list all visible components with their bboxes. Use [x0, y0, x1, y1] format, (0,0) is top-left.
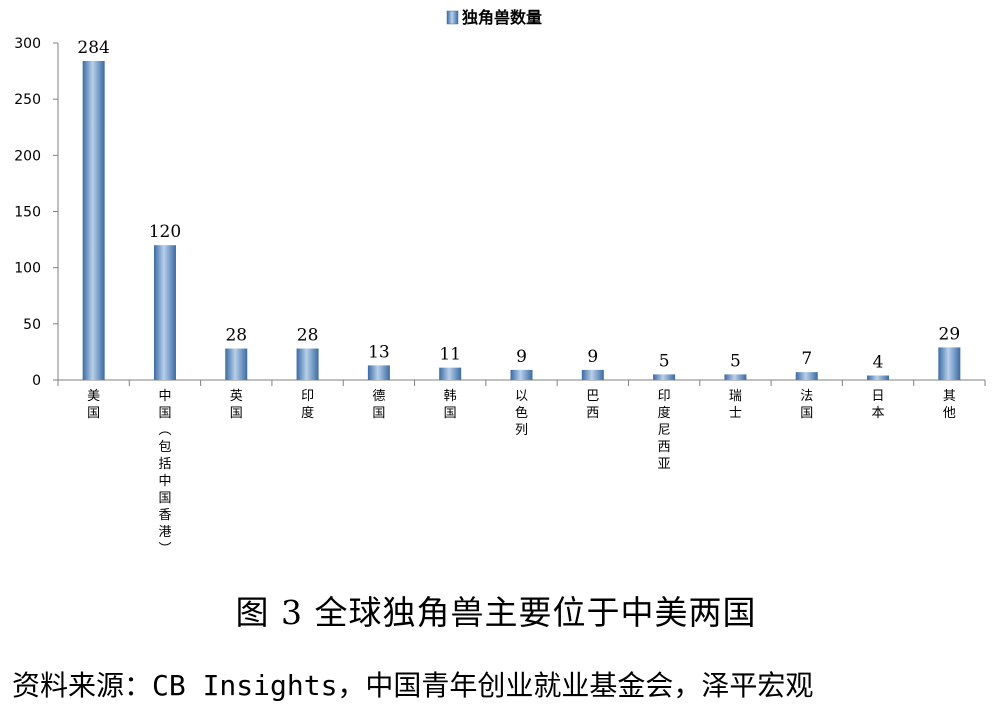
y-tick-label: 100 [14, 261, 41, 277]
figure-caption: 图 3 全球独角兽主要位于中美两国 [235, 593, 757, 632]
source-note: 资料来源：CB Insights，中国青年创业就业基金会，泽平宏观 [12, 669, 814, 702]
data-label: 9 [587, 347, 598, 367]
category-label: 英国 [230, 389, 243, 421]
data-label: 9 [516, 347, 527, 367]
y-tick-label: 300 [14, 36, 41, 52]
chart-bars: 284 120 28 28 13 11 9 9 5 5 7 4 29 [77, 38, 961, 381]
bar [82, 60, 105, 381]
category-label: 印度 [301, 389, 314, 421]
category-label: 德国 [372, 389, 385, 421]
category-label: 其他 [943, 389, 956, 421]
data-label: 5 [730, 351, 741, 371]
bar-chart: 独角兽数量 0 50 100 150 200 250 300 美国 中国︵包括中国香港︶ 英国 印度… [14, 8, 986, 557]
category-label: 中国︵包括中国香港︶ [158, 389, 171, 557]
bar [296, 348, 319, 380]
data-label: 284 [77, 38, 109, 58]
data-label: 28 [225, 326, 247, 346]
y-tick-label: 150 [14, 205, 41, 221]
y-tick-label: 50 [23, 317, 41, 333]
category-label: 日本 [872, 389, 885, 421]
bar [724, 374, 747, 380]
chart-axes: 0 50 100 150 200 250 300 美国 中国︵包括中国香港︶ 英国 印度 德国 韩国 以色… [14, 36, 986, 557]
bar [653, 374, 676, 380]
data-label: 28 [297, 326, 319, 346]
bar [938, 347, 961, 380]
chart-legend: 独角兽数量 [446, 8, 542, 27]
data-label: 11 [439, 345, 461, 365]
data-label: 13 [368, 342, 390, 362]
bar [510, 369, 533, 380]
legend-swatch [446, 10, 459, 25]
y-tick-label: 200 [14, 148, 41, 164]
category-label: 瑞士 [729, 389, 742, 421]
data-label: 7 [801, 349, 812, 369]
category-label: 美国 [87, 389, 100, 421]
data-label: 29 [939, 324, 961, 344]
bar [795, 372, 818, 380]
category-label: 以色列 [515, 389, 528, 438]
bar [867, 375, 890, 380]
legend-label: 独角兽数量 [462, 8, 542, 27]
category-label: 印度尼西亚 [658, 389, 671, 472]
data-label: 5 [659, 351, 670, 371]
data-label: 4 [873, 353, 884, 373]
category-label: 巴西 [586, 389, 599, 421]
category-label: 法国 [800, 389, 813, 421]
y-tick-label: 0 [32, 373, 41, 389]
bar [225, 348, 248, 380]
bar [153, 245, 176, 380]
bar [581, 369, 604, 380]
y-tick-label: 250 [14, 92, 41, 108]
data-label: 120 [149, 222, 181, 242]
bar [439, 367, 462, 380]
category-label: 韩国 [444, 389, 457, 421]
bar [367, 365, 390, 380]
